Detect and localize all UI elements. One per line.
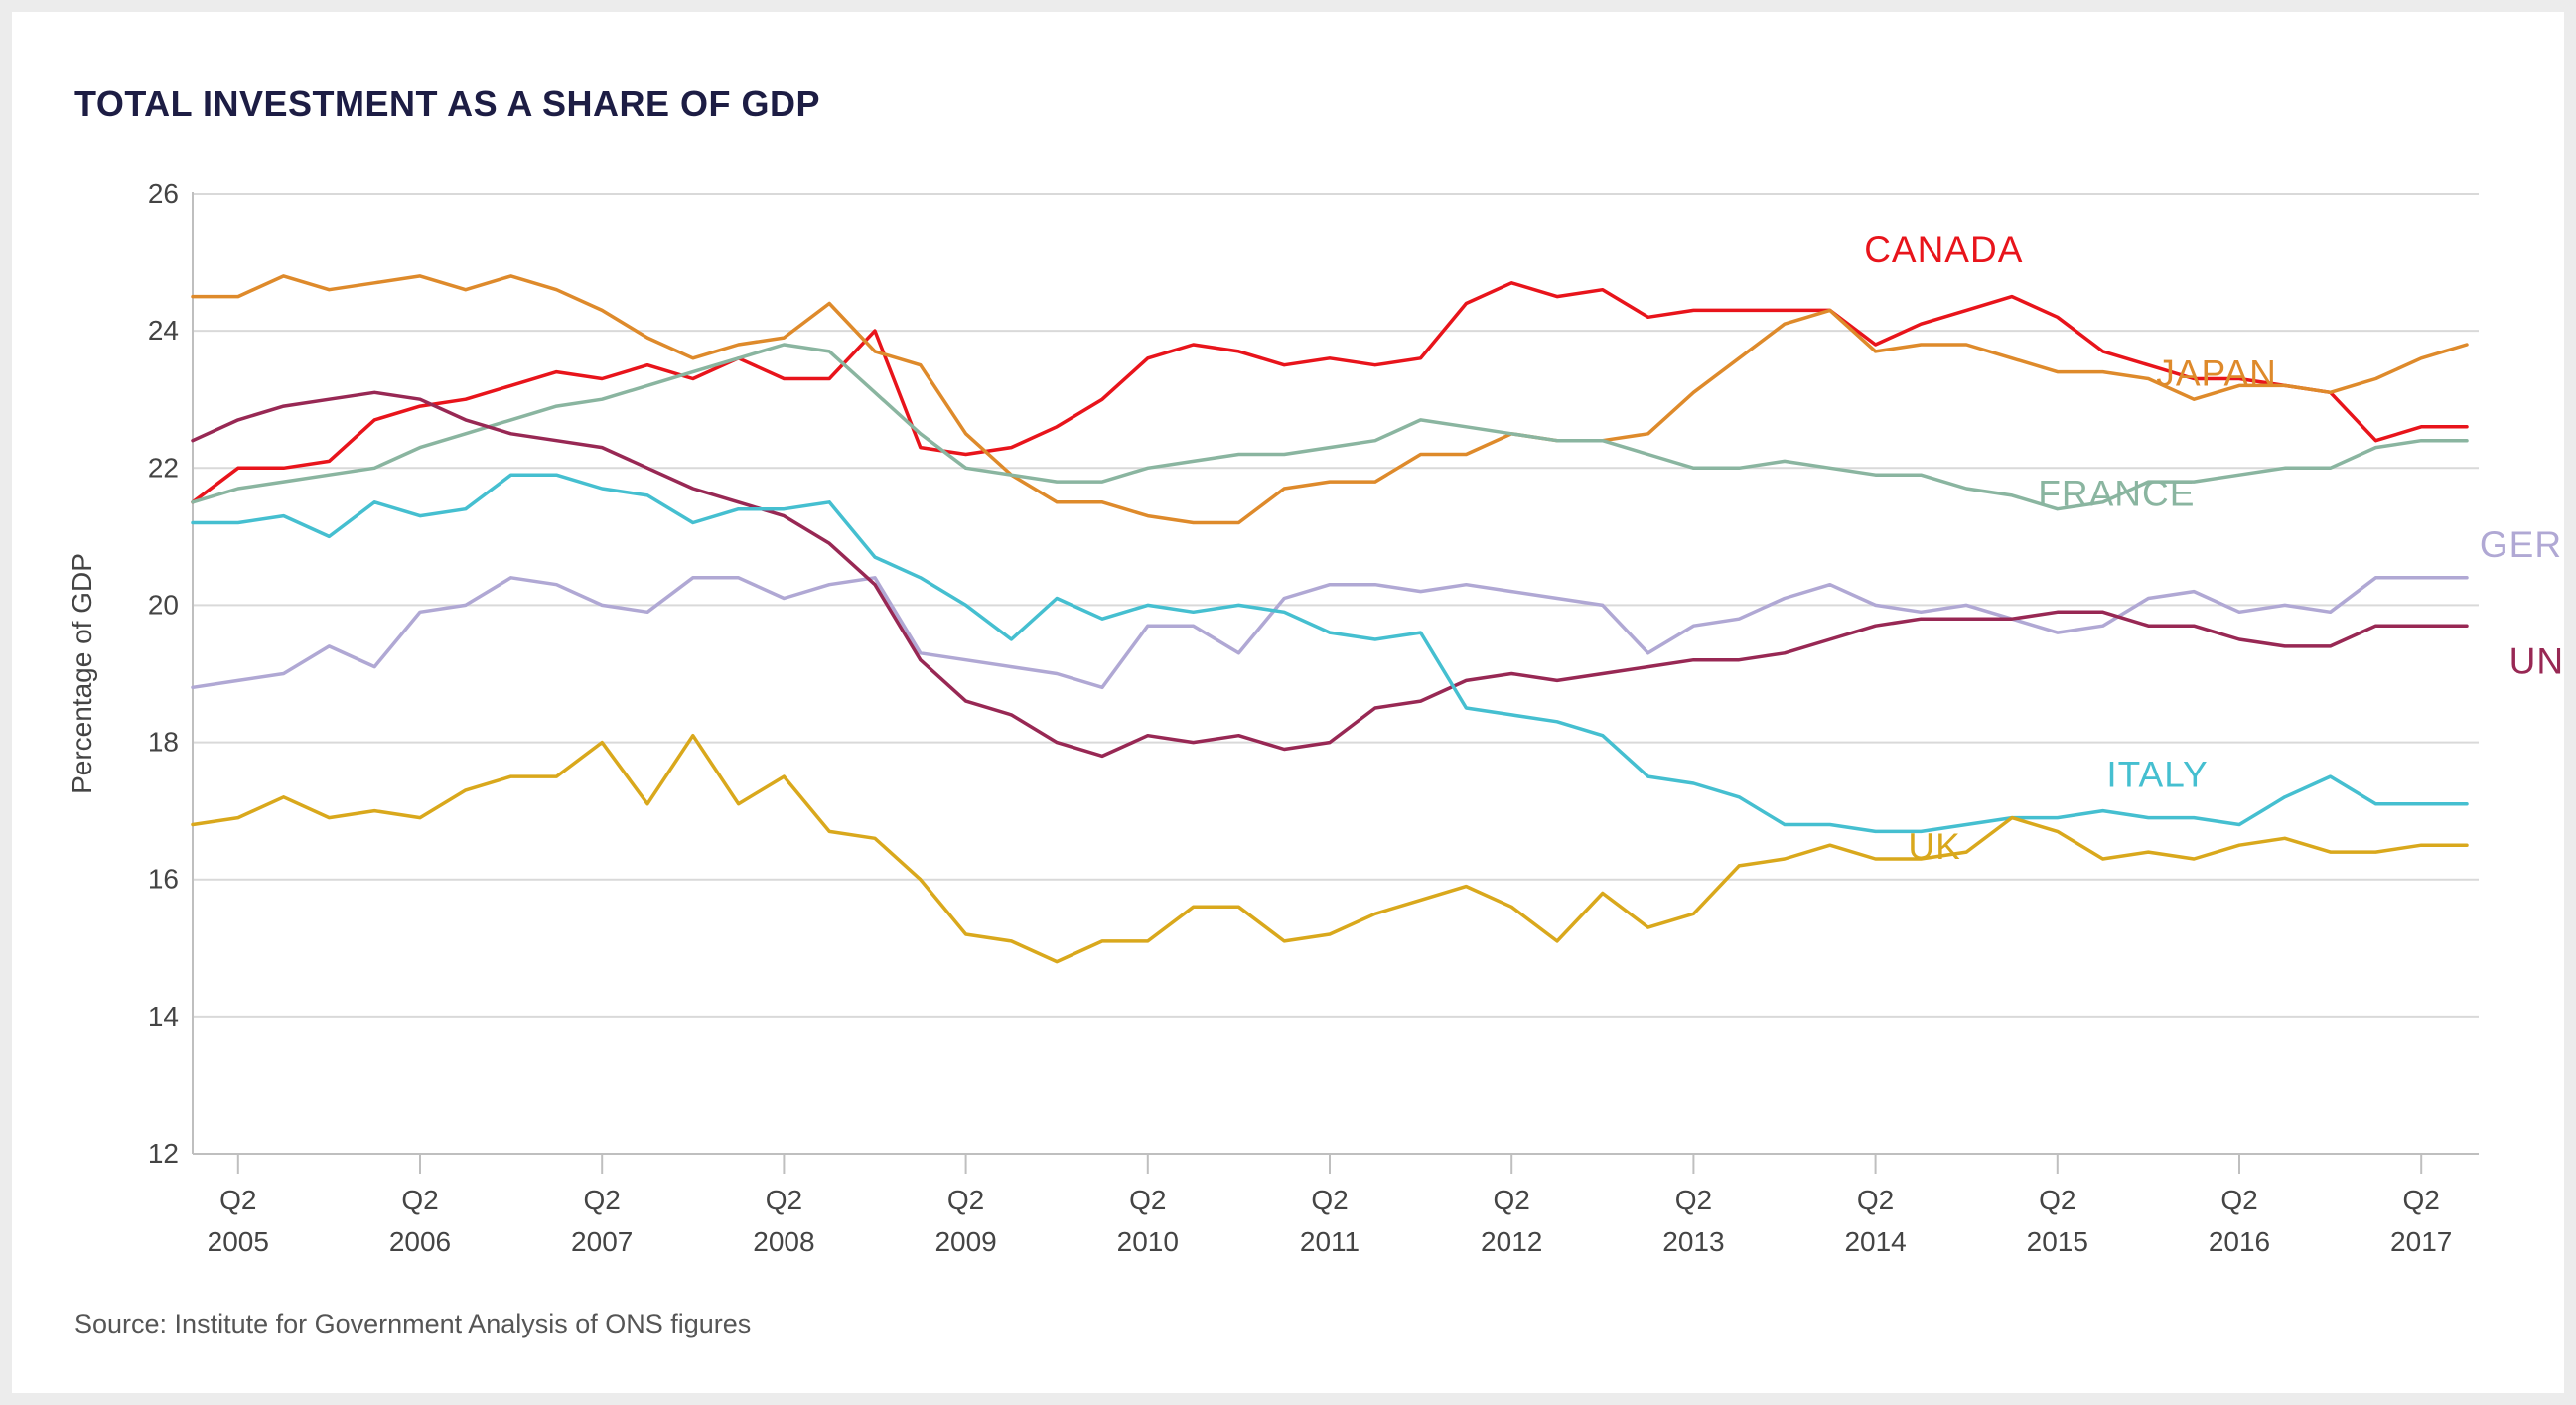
x-tick-label-year-2015: 2015 [2027,1226,2088,1257]
series-line-france [191,343,2469,511]
x-tick-label-year-2009: 2009 [934,1226,996,1257]
x-tick-label-year-2005: 2005 [208,1226,269,1257]
y-tick-label-24: 24 [148,315,179,346]
y-tick-label-20: 20 [148,589,179,620]
y-tick-label-16: 16 [148,864,179,895]
series-label-germany: GERMANY [2480,524,2564,565]
series-line-italy [191,473,2469,834]
x-tick-label-quarter-2015: Q2 [2039,1185,2075,1215]
x-tick-label-year-2016: 2016 [2209,1226,2270,1257]
x-tick-label-quarter-2011: Q2 [1311,1185,1348,1215]
y-tick-label-18: 18 [148,727,179,758]
x-tick-label-year-2008: 2008 [753,1226,814,1257]
series-line-uk [191,733,2469,964]
line-chart: 12 14 16 18 20 22 24 26 Q2 2005 Q2 2006 Q2 2007 Q2 2008… [67,178,2564,1257]
series-label-united-states: UNITED STATES [2509,641,2564,682]
x-tick-label-quarter-2016: Q2 [2220,1185,2257,1215]
source-note: Source: Institute for Government Analysi… [74,1309,752,1338]
chart-title: TOTAL INVESTMENT AS A SHARE OF GDP [74,83,821,124]
x-tick-label-year-2014: 2014 [1844,1226,1906,1257]
x-tick-label-quarter-2010: Q2 [1129,1185,1166,1215]
y-tick-label-22: 22 [148,452,179,483]
y-tick-label-12: 12 [148,1138,179,1169]
series-line-germany [191,576,2469,690]
x-tick-label-year-2017: 2017 [2390,1226,2452,1257]
series-line-united-states [191,390,2469,759]
x-tick-label-year-2011: 2011 [1300,1226,1360,1257]
x-tick-label-quarter-2009: Q2 [947,1185,984,1215]
series-label-uk: UK [1908,826,1960,867]
x-tick-label-quarter-2013: Q2 [1675,1185,1712,1215]
x-tick-label-quarter-2008: Q2 [766,1185,802,1215]
series-label-japan: JAPAN [2156,352,2277,393]
x-tick-label-quarter-2007: Q2 [584,1185,621,1215]
x-tick-label-quarter-2017: Q2 [2403,1185,2440,1215]
x-tick-label-quarter-2014: Q2 [1857,1185,1894,1215]
x-tick-label-year-2012: 2012 [1481,1226,1542,1257]
series-label-canada: CANADA [1864,229,2023,270]
series-line-canada [191,281,2469,504]
x-tick-label-quarter-2006: Q2 [401,1185,438,1215]
x-tick-label-year-2013: 2013 [1662,1226,1724,1257]
y-tick-label-26: 26 [148,178,179,209]
x-tick-label-year-2006: 2006 [389,1226,451,1257]
x-tick-label-quarter-2012: Q2 [1494,1185,1530,1215]
x-tick-label-year-2007: 2007 [571,1226,633,1257]
y-axis-title: Percentage of GDP [67,553,97,794]
series-label-france: FRANCE [2038,473,2195,513]
x-tick-label-year-2010: 2010 [1117,1226,1179,1257]
series-line-japan [191,274,2469,525]
x-tick-label-quarter-2005: Q2 [219,1185,256,1215]
series-label-italy: ITALY [2106,754,2208,794]
y-tick-label-14: 14 [148,1001,179,1032]
chart-card: TOTAL INVESTMENT AS A SHARE OF GDP 12 14 1… [12,12,2564,1393]
